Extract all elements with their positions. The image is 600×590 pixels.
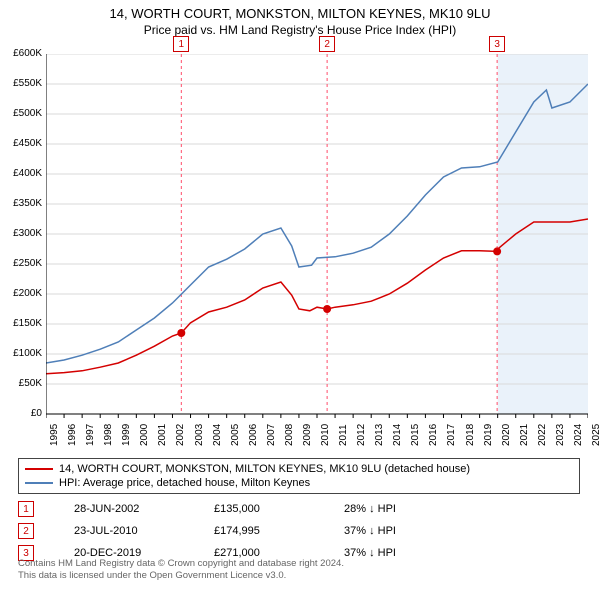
- y-tick-label: £250K: [2, 258, 42, 269]
- x-tick-label: 2023: [555, 424, 566, 446]
- x-tick-label: 2007: [266, 424, 277, 446]
- x-tick-label: 2001: [157, 424, 168, 446]
- y-tick-label: £400K: [2, 168, 42, 179]
- x-tick-label: 2020: [501, 424, 512, 446]
- x-tick-label: 2024: [573, 424, 584, 446]
- sales-row-date: 23-JUL-2010: [74, 525, 214, 537]
- y-tick-label: £600K: [2, 48, 42, 59]
- footer: Contains HM Land Registry data © Crown c…: [18, 558, 344, 582]
- legend-text-2: HPI: Average price, detached house, Milt…: [59, 477, 310, 489]
- sales-table: 1 28-JUN-2002£135,00028% ↓ HPI 2 23-JUL-201…: [18, 498, 580, 564]
- sales-row-hpi: 37% ↓ HPI: [344, 525, 464, 537]
- x-tick-label: 2015: [410, 424, 421, 446]
- sales-row-marker: 2: [18, 523, 34, 539]
- y-tick-label: £150K: [2, 318, 42, 329]
- x-tick-label: 1998: [103, 424, 114, 446]
- x-tick-label: 2025: [591, 424, 600, 446]
- y-tick-label: £450K: [2, 138, 42, 149]
- marker-label: 1: [173, 36, 189, 52]
- x-tick-label: 2000: [139, 424, 150, 446]
- legend-swatch-1: [25, 468, 53, 470]
- legend: 14, WORTH COURT, MONKSTON, MILTON KEYNES…: [18, 458, 580, 494]
- x-tick-label: 1999: [121, 424, 132, 446]
- title-line-2: Price paid vs. HM Land Registry's House …: [0, 23, 600, 37]
- x-tick-label: 2005: [230, 424, 241, 446]
- x-tick-label: 2013: [374, 424, 385, 446]
- y-tick-label: £300K: [2, 228, 42, 239]
- x-tick-label: 1995: [49, 424, 60, 446]
- footer-line-1: Contains HM Land Registry data © Crown c…: [18, 558, 344, 570]
- x-tick-label: 2004: [212, 424, 223, 446]
- legend-swatch-2: [25, 482, 53, 484]
- y-tick-label: £550K: [2, 78, 42, 89]
- marker-label: 2: [319, 36, 335, 52]
- sales-row-hpi: 28% ↓ HPI: [344, 503, 464, 515]
- x-tick-label: 2021: [519, 424, 530, 446]
- x-tick-label: 2008: [284, 424, 295, 446]
- sales-row-hpi: 37% ↓ HPI: [344, 547, 464, 559]
- legend-text-1: 14, WORTH COURT, MONKSTON, MILTON KEYNES…: [59, 463, 470, 475]
- marker-label: 3: [489, 36, 505, 52]
- x-tick-label: 2017: [446, 424, 457, 446]
- sales-row-date: 28-JUN-2002: [74, 503, 214, 515]
- x-tick-label: 2016: [428, 424, 439, 446]
- x-tick-label: 2022: [537, 424, 548, 446]
- x-tick-label: 2006: [248, 424, 259, 446]
- sales-row-marker: 1: [18, 501, 34, 517]
- footer-line-2: This data is licensed under the Open Gov…: [18, 570, 344, 582]
- y-tick-label: £500K: [2, 108, 42, 119]
- x-tick-label: 2012: [356, 424, 367, 446]
- x-tick-label: 2014: [392, 424, 403, 446]
- chart: [46, 54, 588, 450]
- sales-row-price: £174,995: [214, 525, 344, 537]
- y-tick-label: £50K: [2, 378, 42, 389]
- x-tick-label: 2002: [175, 424, 186, 446]
- title-line-1: 14, WORTH COURT, MONKSTON, MILTON KEYNES…: [0, 6, 600, 21]
- legend-row-2: HPI: Average price, detached house, Milt…: [25, 476, 573, 490]
- x-tick-label: 2010: [320, 424, 331, 446]
- legend-row-1: 14, WORTH COURT, MONKSTON, MILTON KEYNES…: [25, 462, 573, 476]
- x-tick-label: 2019: [483, 424, 494, 446]
- y-tick-label: £200K: [2, 288, 42, 299]
- x-tick-label: 1997: [85, 424, 96, 446]
- y-tick-label: £350K: [2, 198, 42, 209]
- x-tick-label: 2018: [465, 424, 476, 446]
- sales-table-row: 2 23-JUL-2010£174,99537% ↓ HPI: [18, 520, 580, 542]
- y-tick-label: £0: [2, 408, 42, 419]
- x-tick-label: 2009: [302, 424, 313, 446]
- sales-row-price: £135,000: [214, 503, 344, 515]
- x-tick-label: 1996: [67, 424, 78, 446]
- x-tick-label: 2003: [194, 424, 205, 446]
- x-tick-label: 2011: [338, 424, 349, 446]
- y-tick-label: £100K: [2, 348, 42, 359]
- sales-table-row: 1 28-JUN-2002£135,00028% ↓ HPI: [18, 498, 580, 520]
